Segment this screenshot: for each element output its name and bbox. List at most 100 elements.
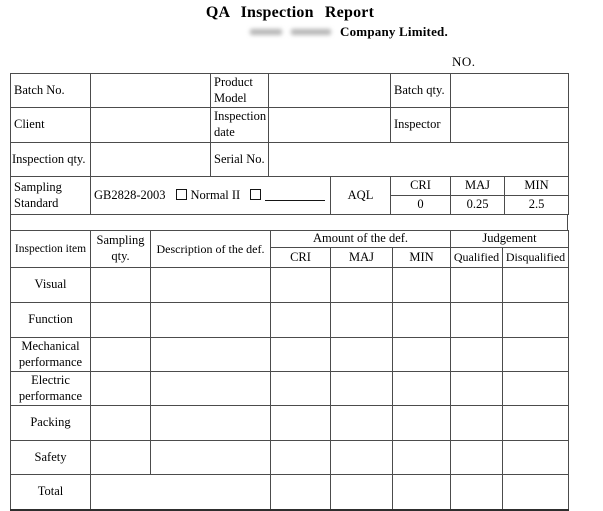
other-standard-blank[interactable]: [265, 188, 326, 201]
table-row: Visual: [10, 267, 570, 303]
sampling-standard-label: Sampling Standard: [10, 176, 91, 215]
empty-cell[interactable]: [270, 337, 331, 372]
checkbox-other-standard[interactable]: [250, 188, 262, 200]
empty-cell[interactable]: [150, 440, 271, 475]
empty-cell[interactable]: [90, 267, 151, 303]
row-label-visual: Visual: [10, 267, 91, 303]
col-header-min: MIN: [392, 247, 451, 268]
table-row: 0 0.25 2.5: [11, 195, 569, 215]
empty-cell[interactable]: [501, 371, 570, 406]
client-field[interactable]: [90, 107, 211, 143]
empty-cell[interactable]: [450, 405, 503, 441]
spacer-row: [10, 214, 568, 231]
empty-cell[interactable]: [392, 267, 451, 303]
empty-cell[interactable]: [501, 440, 570, 475]
empty-cell[interactable]: [392, 371, 451, 406]
product-model-field[interactable]: [268, 73, 391, 108]
empty-cell[interactable]: [450, 337, 503, 372]
empty-cell[interactable]: [501, 267, 570, 303]
empty-cell[interactable]: [90, 371, 151, 406]
empty-cell[interactable]: [90, 474, 271, 511]
empty-cell[interactable]: [392, 440, 451, 475]
empty-cell[interactable]: [450, 371, 503, 406]
row-label-function: Function: [10, 302, 91, 338]
empty-cell[interactable]: [270, 474, 331, 511]
empty-cell[interactable]: [270, 440, 331, 475]
empty-cell[interactable]: [90, 337, 151, 372]
empty-cell[interactable]: [450, 474, 503, 511]
row-label-safety: Safety: [10, 440, 91, 475]
empty-cell[interactable]: [330, 337, 393, 372]
batch-qty-field[interactable]: [450, 73, 569, 108]
empty-cell[interactable]: [450, 302, 503, 338]
empty-cell[interactable]: [330, 440, 393, 475]
empty-cell[interactable]: [270, 267, 331, 303]
aql-cri-value: 0: [390, 195, 451, 215]
row-label-packing: Packing: [10, 405, 91, 441]
col-header-description: Description of the def.: [150, 230, 271, 268]
empty-cell[interactable]: [150, 405, 271, 441]
empty-cell[interactable]: [270, 302, 331, 338]
empty-cell[interactable]: [90, 440, 151, 475]
aql-maj-value: 0.25: [450, 195, 505, 215]
batch-no-field[interactable]: [90, 73, 211, 108]
inspection-table: Inspection item Sampling qty. Descriptio…: [10, 230, 570, 511]
inspector-label: Inspector: [390, 107, 451, 143]
empty-cell[interactable]: [450, 267, 503, 303]
table-row: Electric performance: [10, 371, 570, 406]
row-label-total: Total: [10, 474, 91, 511]
empty-cell[interactable]: [450, 440, 503, 475]
empty-cell[interactable]: [330, 371, 393, 406]
table-row: Inspection qty. Serial No.: [10, 142, 569, 177]
redacted-company-prefix: [291, 29, 331, 35]
empty-cell[interactable]: [90, 302, 151, 338]
batch-qty-label: Batch qty.: [390, 73, 451, 108]
inspection-date-field[interactable]: [268, 107, 391, 143]
table-row: Total: [10, 474, 570, 511]
aql-min-header: MIN: [504, 176, 569, 196]
empty-cell[interactable]: [150, 337, 271, 372]
table-row: Sampling Standard GB2828-2003 Normal II A…: [10, 176, 569, 215]
empty-cell[interactable]: [330, 302, 393, 338]
table-row: Mechanical performance: [10, 337, 570, 372]
empty-cell[interactable]: [150, 267, 271, 303]
product-model-label: Product Model: [210, 73, 269, 108]
empty-cell[interactable]: [330, 267, 393, 303]
report-form: Batch No. Product Model Batch qty. Clien…: [10, 73, 570, 511]
empty-cell[interactable]: [150, 302, 271, 338]
empty-cell[interactable]: [392, 405, 451, 441]
inspection-qty-label: Inspection qty.: [10, 142, 91, 177]
empty-cell[interactable]: [501, 405, 570, 441]
inspector-field[interactable]: [450, 107, 569, 143]
empty-cell[interactable]: [150, 371, 271, 406]
empty-cell[interactable]: [270, 371, 331, 406]
table-row: Inspection item Sampling qty. Descriptio…: [10, 230, 570, 268]
aql-min-value: 2.5: [504, 195, 569, 215]
checkbox-normal-ii[interactable]: [175, 188, 187, 200]
company-line: Company Limited.: [250, 24, 448, 40]
empty-cell[interactable]: [90, 405, 151, 441]
empty-cell[interactable]: [392, 337, 451, 372]
serial-no-field[interactable]: [268, 142, 569, 177]
report-no-label: NO.: [452, 54, 476, 69]
col-header-inspection-item: Inspection item: [10, 230, 91, 268]
client-label: Client: [10, 107, 91, 143]
sampling-standard-cell: GB2828-2003 Normal II: [90, 176, 331, 215]
serial-no-label: Serial No.: [210, 142, 269, 177]
info-table: Batch No. Product Model Batch qty. Clien…: [10, 73, 569, 177]
empty-cell[interactable]: [501, 337, 570, 372]
empty-cell[interactable]: [501, 474, 570, 511]
empty-cell[interactable]: [330, 405, 393, 441]
aql-maj-header: MAJ: [450, 176, 505, 196]
inspection-qty-field[interactable]: [90, 142, 211, 177]
empty-cell[interactable]: [270, 405, 331, 441]
empty-cell[interactable]: [392, 474, 451, 511]
empty-cell[interactable]: [392, 302, 451, 338]
col-header-sampling-qty: Sampling qty.: [90, 230, 151, 268]
aql-label: AQL: [330, 176, 391, 215]
empty-cell[interactable]: [330, 474, 393, 511]
inspection-date-label: Inspection date: [210, 107, 269, 143]
empty-cell[interactable]: [10, 214, 568, 231]
empty-cell[interactable]: [501, 302, 570, 338]
sampling-table: Sampling Standard GB2828-2003 Normal II A…: [10, 176, 569, 215]
